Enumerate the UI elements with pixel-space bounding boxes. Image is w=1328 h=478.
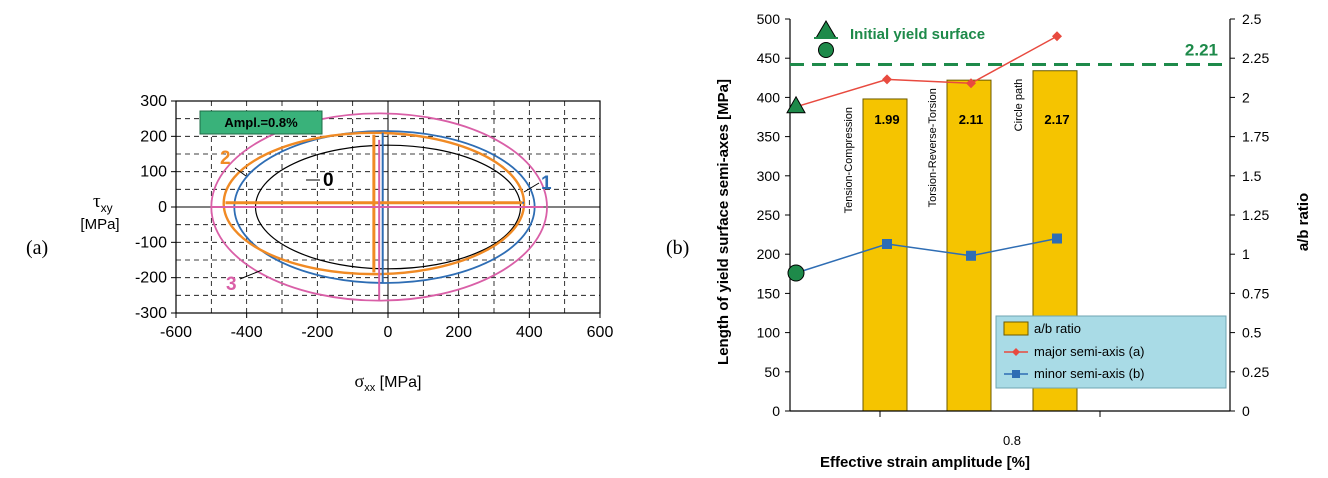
x-tick-label: -400 [231,324,263,341]
ratio-bar [946,79,992,412]
panel-a-x-axis-label: σxx [MPa] [355,371,422,394]
initial-yield-surface-marker [815,20,837,39]
ratio-bar-label: 1.99 [874,112,899,127]
series-2-leader [234,167,247,177]
load-path-label: Circle path [1013,79,1025,132]
left-tick-label: 0 [772,403,780,419]
y-tick-label: -200 [135,270,167,287]
right-tick-label: 1.25 [1242,207,1269,223]
amplitude-annotation-box [199,110,323,135]
right-tick-label: 1.5 [1242,168,1262,184]
panel-a-label: (a) [26,237,48,259]
panel-b-right-axis-label: a/b ratio [1295,193,1312,251]
panel-b-x-tick-label: 0.8 [1003,433,1021,448]
minor-semi-axis-point [966,250,976,261]
series-0-label: 0 [323,170,334,191]
panel-b-label: (b) [666,237,689,259]
panel-b-axes: 0 50 100 150 200 250 300 350 400 450 500 0 0.25 0.5 0.… [757,11,1270,419]
x-tick-label: -600 [160,324,192,341]
right-tick-label: 2.5 [1242,11,1262,27]
x-tick-label: 400 [516,324,543,341]
y-tick-label: 300 [140,93,167,110]
panel-b: (b) 1.99 Tension-Compression 2.11 Torsion-R… [666,11,1312,471]
minor-semi-axis-line [795,237,1058,274]
left-tick-label: 200 [757,246,781,262]
initial-ratio-label: 2.21 [1185,40,1218,59]
major-semi-axis-point [882,74,892,85]
legend-minor-marker [1012,370,1020,378]
series-1-leader [523,182,540,193]
y-tick-label: 0 [158,199,167,216]
left-tick-label: 250 [757,207,781,223]
x-tick-label: 600 [587,324,614,341]
series-3-label: 3 [226,274,237,295]
left-tick-label: 500 [757,11,781,27]
series-3-leader [239,269,263,280]
panel-a-y-axis-unit: [MPa] [80,216,119,233]
ratio-bar-label: 2.17 [1044,112,1069,127]
legend-item-minor: minor semi-axis (b) [1034,366,1145,381]
x-tick-label: -200 [301,324,333,341]
right-tick-label: 0 [1242,403,1250,419]
y-tick-label: -100 [135,234,167,251]
panel-a-y-axis-symbol: τxy [93,191,113,215]
right-tick-label: 1 [1242,246,1250,262]
legend-major-marker [1012,348,1020,356]
legend-item-major: major semi-axis (a) [1034,344,1145,359]
panel-a-ticks: -600 -400 -200 0 200 400 600-300-200-100010020… [135,93,613,341]
right-tick-label: 2 [1242,89,1250,105]
x-tick-label: 0 [384,324,393,341]
legend-item-ab-ratio: a/b ratio [1034,321,1081,336]
ratio-bar [862,98,908,412]
left-tick-label: 350 [757,129,781,145]
left-tick-label: 300 [757,168,781,184]
minor-semi-axis-point [882,239,892,250]
panel-a: (a) -600 -400 -200 0 200 400 600 -300 -200 -100 0 1… [26,93,613,394]
series-1-label: 1 [541,173,552,194]
series-2-label: 2 [220,148,231,169]
panel-b-lines [786,31,1062,282]
initial-yield-surface-circle-marker [818,42,834,58]
panel-a-series [210,112,548,302]
initial-major-point [786,95,806,114]
major-semi-axis-line [795,35,1058,108]
left-tick-label: 400 [757,89,781,105]
left-tick-label: 100 [757,325,781,341]
left-tick-label: 450 [757,50,781,66]
amplitude-annotation: Ampl.=0.8% [224,115,298,130]
initial-yield-surface-label: Initial yield surface [850,26,985,43]
legend-box [995,315,1227,389]
load-path-label: Tension-Compression [843,107,855,213]
legend-bar-swatch [1003,321,1029,336]
minor-semi-axis-point [1052,233,1062,244]
y-tick-label: 100 [140,164,167,181]
ratio-bar-label: 2.11 [959,112,984,127]
y-tick-label: 200 [140,128,167,145]
right-tick-label: 0.75 [1242,285,1269,301]
initial-minor-point [787,264,805,282]
panel-b-left-axis-label: Length of yield surface semi-axes [MPa] [715,79,732,365]
panel-b-x-axis-label: Effective strain amplitude [%] [820,454,1030,471]
right-tick-label: 2.25 [1242,50,1269,66]
left-tick-label: 150 [757,285,781,301]
left-tick-label: 50 [764,364,780,380]
major-semi-axis-point [1052,31,1062,42]
right-tick-label: 0.5 [1242,325,1262,341]
x-tick-label: 200 [445,324,472,341]
right-tick-label: 1.75 [1242,129,1269,145]
y-tick-label: -300 [135,305,167,322]
legend: a/b ratio major semi-axis (a) minor semi… [995,315,1227,389]
major-semi-axis-point [966,78,976,89]
load-path-label: Torsion-Reverse-Torsion [927,88,939,207]
right-tick-label: 0.25 [1242,364,1269,380]
